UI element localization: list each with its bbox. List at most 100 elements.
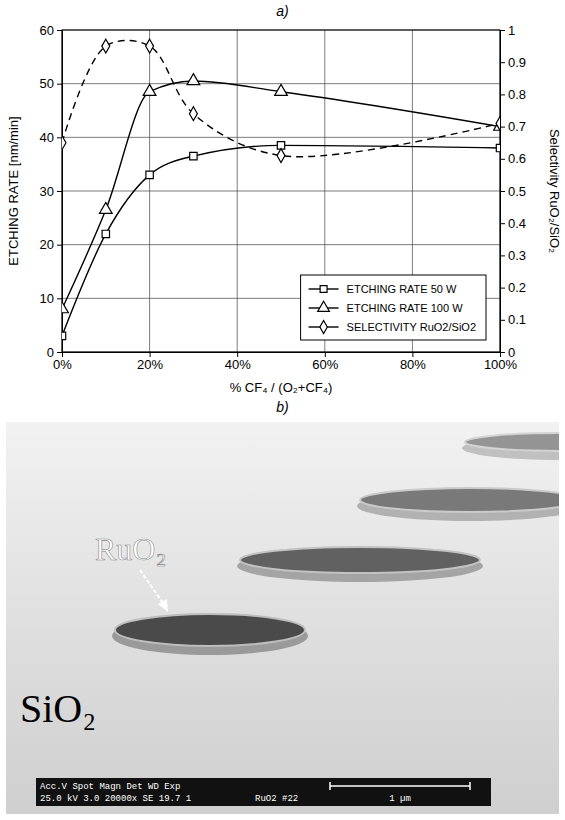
tick: 60% [312,352,338,372]
page: a)0%20%40%60%80%100%010203040506000.10.2… [0,0,565,820]
axis-line [57,31,63,353]
marker [62,302,68,313]
tick-label: 60 [40,23,54,38]
legend-marker [320,321,327,334]
grid [62,30,500,352]
y2-axis-title: Selectivity RuO₂/SiO₂ [547,129,562,253]
info-text: 25.0 kV 3.0 20000x SE 19.7 1 [40,794,191,804]
tick-label: 0.6 [508,151,526,166]
tick: 0.5 [500,184,526,199]
scale-bar-label: 1 µm [389,794,411,804]
arrow [140,570,165,606]
tick: 50 [40,76,62,91]
tick-mark [57,191,62,192]
marker [277,149,285,163]
marker [99,202,112,213]
marker [187,74,200,85]
y2-axis: 00.10.20.30.40.50.60.70.80.91 [500,23,526,360]
tick-mark [500,30,505,31]
tick: 0 [500,345,515,360]
legend-box [301,275,486,340]
tick: 1 [500,23,515,38]
info-text: RuO2 #22 [255,794,298,804]
marker [189,107,197,121]
legend-label: ETCHING RATE 100 W [347,302,464,314]
tick-mark [500,191,505,192]
image-label: RuO₂ [95,531,167,567]
x-axis: 0%20%40%60%80%100% [53,352,517,372]
marker [62,332,66,339]
tick: 0 [47,345,62,360]
tick: 0.3 [500,248,526,263]
tick-label: 0.8 [508,87,526,102]
arrow-head [158,599,168,612]
tick-label: 0% [53,357,72,372]
marker [275,84,288,95]
tick: 0.4 [500,216,526,231]
grid-line [62,244,500,245]
marker [102,230,109,237]
tick: 0.2 [500,280,526,295]
axis-line [501,31,506,353]
marker [62,136,66,150]
tick-label: 0.4 [508,216,526,231]
ruo2-structure [357,488,559,521]
ruo2-structure [462,433,559,460]
tick: 60 [40,23,62,38]
tick-mark [57,352,62,353]
panel-label: a) [276,3,288,19]
legend-marker [318,301,330,311]
tick: 40 [40,130,62,145]
tick-mark [500,127,505,128]
legend: ETCHING RATE 50 W ETCHING RATE 100 W SELEC… [301,275,486,340]
tick-mark [57,84,62,85]
tick: 0.7 [500,119,526,134]
tick-label: 0 [508,345,515,360]
tick-mark [500,320,505,321]
tick: 10 [40,291,62,306]
x-axis-title: % CF₄ / (O₂+CF₄) [230,380,333,395]
y-axis-title: ETCHING RATE [nm/min] [6,116,21,265]
series-line [62,40,500,156]
tick: 40% [225,352,251,372]
tick: 20% [137,352,163,372]
structure-top [240,547,480,573]
tick-label: 40 [40,130,54,145]
tick-label: 0.9 [508,55,526,70]
image-label: SiO₂ [20,686,96,731]
tick-mark [500,159,505,160]
tick: 80% [400,352,426,372]
legend-label: SELECTIVITY RuO2/SiO2 [347,321,476,333]
series-line [62,145,500,336]
tick: 0.9 [500,55,526,70]
tick-mark [500,62,505,63]
legend-label: ETCHING RATE 50 W [347,283,457,295]
marker [496,116,500,130]
tick-label: 40% [225,357,251,372]
scale-bar-end [469,782,471,790]
marker [146,39,154,53]
image-background [6,422,559,814]
tick-label: 10 [40,291,54,306]
tick-label: 50 [40,76,54,91]
tick-mark [57,245,62,246]
marker [496,144,500,151]
panel-label: b) [276,399,288,415]
tick-mark [500,94,505,95]
tick: 0.8 [500,87,526,102]
tick-mark [57,298,62,299]
ruo2-structure [237,547,483,582]
tick: 30 [40,184,62,199]
y-axis: 0102030405060 [40,23,63,360]
structure-top [115,614,305,646]
tick-label: 0 [47,345,54,360]
scale-bar-end [329,782,331,790]
tick-label: 30 [40,184,54,199]
tick-label: 60% [312,357,338,372]
tick-label: 0.2 [508,280,526,295]
tick-label: 0.5 [508,184,526,199]
tick-mark [500,352,505,353]
plot-area [62,39,500,339]
tick-mark [500,223,505,224]
legend-marker [320,286,327,293]
